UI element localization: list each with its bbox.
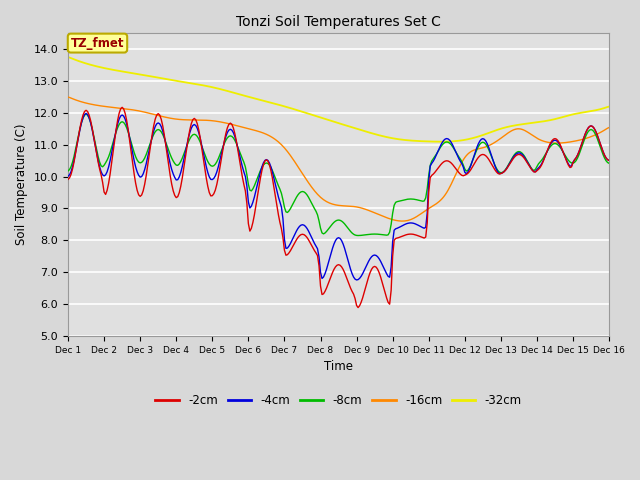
Title: Tonzi Soil Temperatures Set C: Tonzi Soil Temperatures Set C (236, 15, 441, 29)
Y-axis label: Soil Temperature (C): Soil Temperature (C) (15, 124, 28, 245)
Legend: -2cm, -4cm, -8cm, -16cm, -32cm: -2cm, -4cm, -8cm, -16cm, -32cm (150, 389, 527, 411)
X-axis label: Time: Time (324, 360, 353, 373)
Text: TZ_fmet: TZ_fmet (71, 36, 124, 49)
